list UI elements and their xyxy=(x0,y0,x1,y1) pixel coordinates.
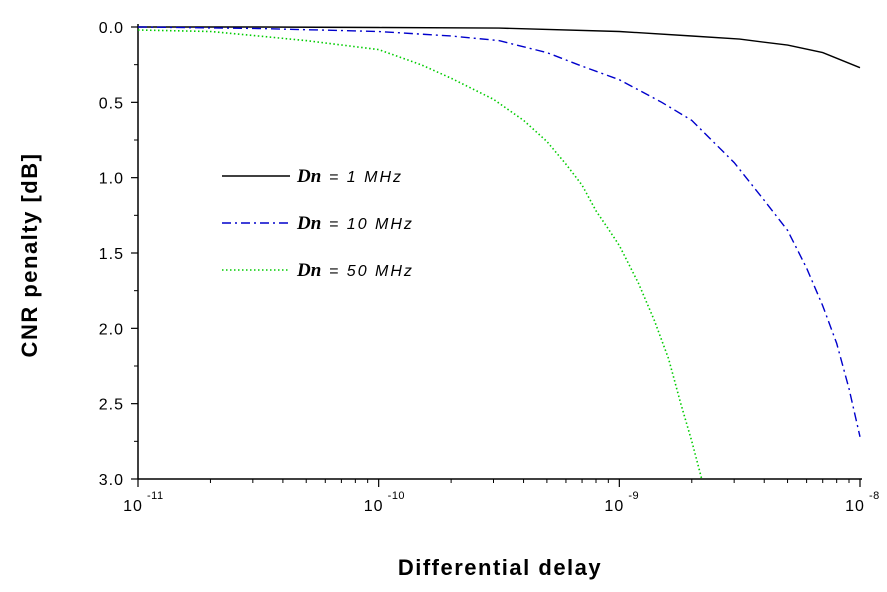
x-tick-label-base: 10 xyxy=(364,498,384,515)
plot-frame xyxy=(137,24,862,480)
legend-label: = 50 MHz xyxy=(329,263,414,280)
legend-symbol: Dn xyxy=(296,166,321,187)
y-tick-label: 1.0 xyxy=(99,171,124,188)
legend: Dn = 1 MHz Dn = 10 MHz Dn = 50 MHz xyxy=(222,166,414,281)
x-tick-label: 10 -8 xyxy=(845,490,880,515)
x-tick-label-exponent: -10 xyxy=(388,490,405,502)
legend-symbol: Dn xyxy=(296,213,321,234)
x-tick-label-exponent: -9 xyxy=(628,490,639,502)
series-line-2 xyxy=(137,26,861,437)
x-tick-label: 10 -10 xyxy=(364,490,405,515)
y-tick-label: 3.0 xyxy=(99,472,124,489)
x-tick-label: 10 -11 xyxy=(123,490,163,515)
axes: 0.0 0.5 1.0 1.5 2.0 2.5 3.0 10 -11 10 -10 10 -9 10 -8 xyxy=(99,20,880,515)
x-tick-label-base: 10 xyxy=(604,498,624,515)
series-line-3 xyxy=(137,29,703,480)
x-tick-label-exponent: -11 xyxy=(147,490,164,502)
y-axis-title: CNR penalty [dB] xyxy=(17,153,42,358)
series-layer xyxy=(137,26,861,480)
x-tick-label: 10 -9 xyxy=(604,490,639,515)
series-line-1 xyxy=(138,26,861,69)
y-tick-label: 2.0 xyxy=(99,321,124,338)
y-tick-label: 1.5 xyxy=(99,246,124,263)
y-tick-label: 2.5 xyxy=(99,397,124,414)
legend-symbol: Dn xyxy=(296,260,321,281)
x-tick-label-base: 10 xyxy=(123,498,143,515)
y-tick-label: 0.5 xyxy=(99,95,124,112)
x-axis-title: Differential delay xyxy=(398,555,602,580)
x-tick-label-exponent: -8 xyxy=(869,490,880,502)
y-tick-label: 0.0 xyxy=(99,20,124,37)
legend-label: = 10 MHz xyxy=(329,216,414,233)
legend-label: = 1 MHz xyxy=(329,169,403,186)
legend-entry-2: Dn = 10 MHz xyxy=(222,213,414,234)
x-tick-label-base: 10 xyxy=(845,498,865,515)
legend-entry-1: Dn = 1 MHz xyxy=(222,166,403,187)
legend-entry-3: Dn = 50 MHz xyxy=(222,260,414,281)
